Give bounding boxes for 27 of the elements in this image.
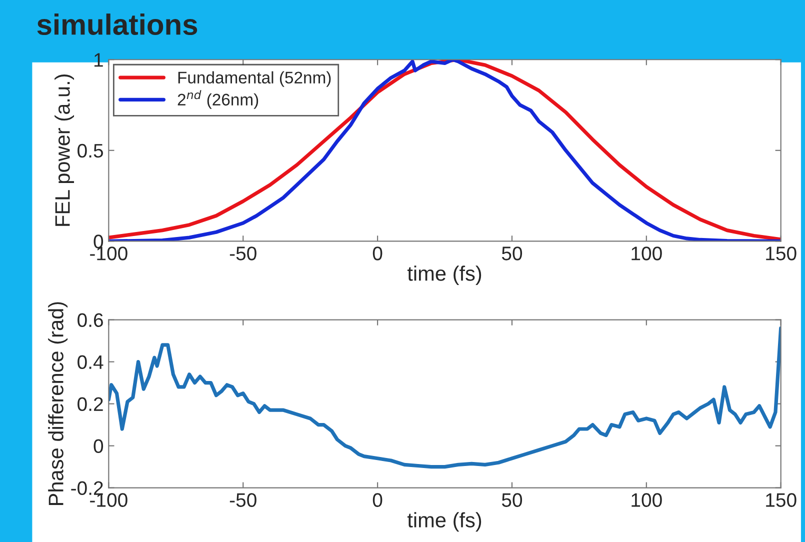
- y-tick-label: -0.2: [71, 481, 103, 496]
- x-tick-label: -100: [90, 493, 128, 507]
- y-tick-label: 0.5: [78, 144, 103, 158]
- y-tick-label: 0: [94, 234, 104, 248]
- y-tick-label: 0.4: [78, 355, 104, 370]
- chart-title: simulations: [37, 14, 198, 35]
- x-tick-label: 50: [502, 493, 522, 507]
- x-tick-label: -50: [230, 493, 256, 507]
- x-tick-label: 150: [766, 493, 796, 507]
- x-tick-label: -50: [230, 246, 256, 260]
- x-axis-title: time (fs): [407, 512, 482, 532]
- y-tick-label: 0.2: [78, 397, 103, 412]
- x-axis-title: time (fs): [407, 266, 482, 285]
- x-tick-label: 50: [502, 246, 522, 260]
- x-tick-label: 150: [766, 246, 796, 260]
- y-tick-label: 0: [94, 439, 104, 454]
- y-tick-label: 0.6: [78, 313, 103, 328]
- x-tick-label: 100: [632, 493, 662, 507]
- x-tick-label: 100: [632, 246, 662, 260]
- x-tick-label: -100: [90, 246, 128, 260]
- x-tick-label: 0: [372, 493, 382, 507]
- legend-label: Fundamental (52nm): [178, 71, 331, 87]
- legend-label: 2$^{nd}$ (26nm): [178, 90, 258, 109]
- y-axis-title: Phase difference (rad): [48, 302, 68, 505]
- y-axis-title: FEL power (a.u.): [54, 74, 74, 226]
- line-series: [108, 326, 781, 469]
- x-tick-label: 0: [372, 246, 382, 260]
